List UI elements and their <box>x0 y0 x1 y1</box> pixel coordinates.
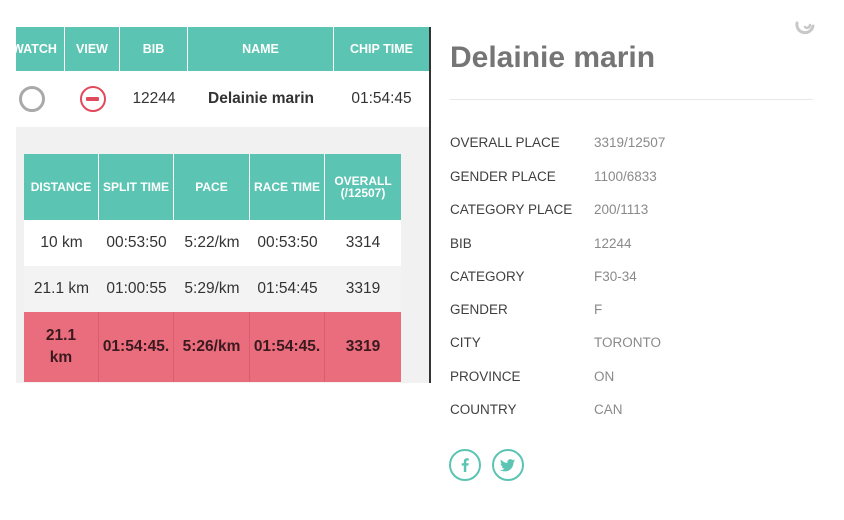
partial-circle-icon[interactable] <box>794 14 816 36</box>
split-pace: 5:29/km <box>184 280 240 297</box>
results-panel: WATCH VIEW BIB NAME CHIP TIME 12244 Dela… <box>16 27 429 383</box>
detail-gender-place: GENDER PLACE 1100/6833 <box>450 169 813 187</box>
chip-time-cell: 01:54:45 <box>351 90 412 107</box>
runner-name-link[interactable]: Delainie marin <box>208 90 314 107</box>
split-time: 00:53:50 <box>106 234 167 251</box>
twitter-icon <box>500 459 515 472</box>
detail-province: PROVINCE ON <box>450 369 813 387</box>
detail-value: TORONTO <box>594 335 662 350</box>
detail-label: OVERALL PLACE <box>450 135 560 150</box>
splits-section: DISTANCE SPLIT TIME PACE RACE TIME OVERA… <box>16 127 429 383</box>
total-race-time: 01:54:45. <box>250 312 325 382</box>
header-bib: BIB <box>120 27 188 71</box>
split-overall: 3314 <box>345 234 381 251</box>
header-watch: WATCH <box>16 27 65 71</box>
detail-value: 200/1113 <box>594 202 649 217</box>
detail-label: PROVINCE <box>450 369 521 384</box>
twitter-share-button[interactable] <box>492 449 524 481</box>
detail-value: 1100/6833 <box>594 169 657 184</box>
watch-radio-icon[interactable] <box>19 86 45 112</box>
detail-label: CITY <box>450 335 481 350</box>
header-name: NAME <box>188 27 334 71</box>
split-row: 21.1 km 01:00:55 5:29/km 01:54:45 3319 <box>24 266 401 312</box>
results-table-header: WATCH VIEW BIB NAME CHIP TIME <box>16 27 429 71</box>
split-total-row: 21.1 km 01:54:45. 5:26/km 01:54:45. 3319 <box>24 312 401 382</box>
splits-table: DISTANCE SPLIT TIME PACE RACE TIME OVERA… <box>24 154 401 382</box>
detail-value: F30-34 <box>594 269 637 284</box>
split-race-time: 01:54:45 <box>257 280 318 297</box>
detail-label: GENDER PLACE <box>450 169 556 184</box>
header-split-time: SPLIT TIME <box>99 154 174 220</box>
table-row: 12244 Delainie marin 01:54:45 <box>16 71 429 127</box>
bib-cell: 12244 <box>132 90 176 107</box>
detail-category-place: CATEGORY PLACE 200/1113 <box>450 202 813 220</box>
split-pace: 5:22/km <box>184 234 240 251</box>
detail-country: COUNTRY CAN <box>450 402 813 420</box>
detail-label: COUNTRY <box>450 402 517 417</box>
detail-value: 3319/12507 <box>594 135 666 150</box>
splits-table-header: DISTANCE SPLIT TIME PACE RACE TIME OVERA… <box>24 154 401 220</box>
minus-circle-icon[interactable] <box>80 86 106 112</box>
detail-value: F <box>594 302 603 317</box>
detail-label: BIB <box>450 236 472 251</box>
header-view: VIEW <box>65 27 120 71</box>
header-race-time: RACE TIME <box>250 154 325 220</box>
total-distance: 21.1 km <box>24 312 99 382</box>
detail-value: ON <box>594 369 615 384</box>
split-overall: 3319 <box>345 280 381 297</box>
facebook-icon <box>461 458 469 472</box>
detail-value: 12244 <box>594 236 632 251</box>
header-pace: PACE <box>174 154 250 220</box>
facebook-share-button[interactable] <box>449 449 481 481</box>
detail-bib: BIB 12244 <box>450 236 813 254</box>
header-distance: DISTANCE <box>24 154 99 220</box>
split-race-time: 00:53:50 <box>257 234 318 251</box>
detail-category: CATEGORY F30-34 <box>450 269 813 287</box>
split-time: 01:00:55 <box>106 280 167 297</box>
detail-overall-place: OVERALL PLACE 3319/12507 <box>450 135 813 153</box>
detail-gender: GENDER F <box>450 302 813 320</box>
total-split-time: 01:54:45. <box>99 312 174 382</box>
split-distance: 21.1 km <box>33 280 90 297</box>
total-overall: 3319 <box>345 338 381 355</box>
runner-name-heading: Delainie marin <box>450 41 656 74</box>
split-distance: 10 km <box>40 234 83 251</box>
detail-label: GENDER <box>450 302 508 317</box>
detail-label: CATEGORY PLACE <box>450 202 573 217</box>
header-overall: OVERALL (/12507) <box>334 174 392 200</box>
divider <box>450 99 813 100</box>
total-pace: 5:26/km <box>174 312 250 382</box>
header-chip-time: CHIP TIME <box>350 42 413 56</box>
detail-city: CITY TORONTO <box>450 335 813 353</box>
split-row: 10 km 00:53:50 5:22/km 00:53:50 3314 <box>24 220 401 266</box>
panel-divider <box>429 27 431 383</box>
detail-value: CAN <box>594 402 623 417</box>
detail-label: CATEGORY <box>450 269 525 284</box>
